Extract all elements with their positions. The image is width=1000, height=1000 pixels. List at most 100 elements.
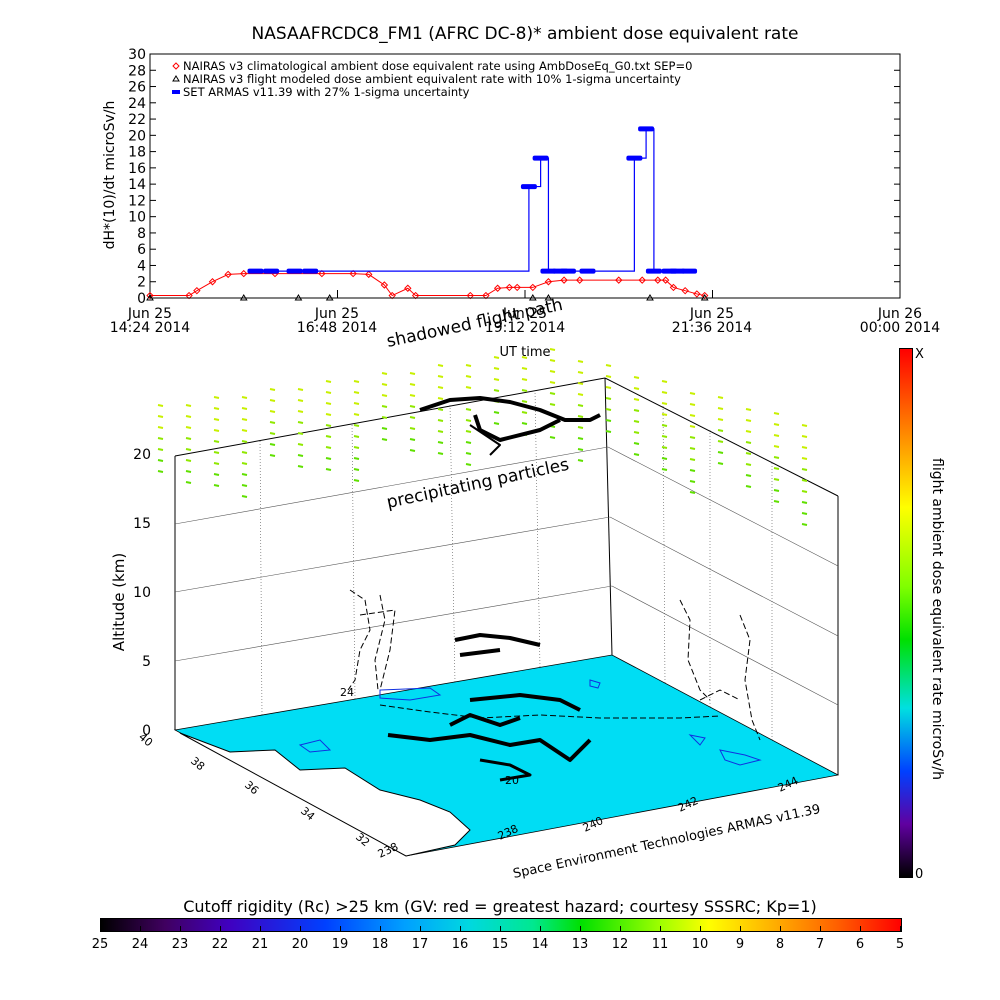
particle-dash — [465, 463, 472, 466]
rigidity-tick-mark — [140, 926, 141, 932]
rigidity-tick-label: 17 — [411, 937, 429, 952]
overlay-number: 24 — [340, 686, 354, 699]
colorbar-axis-label: flight ambient dose equivalent rate micr… — [929, 458, 945, 780]
particle-dash — [409, 383, 416, 386]
data-point — [528, 294, 537, 301]
particle-dash — [661, 424, 668, 427]
rigidity-tick-label: 21 — [251, 937, 269, 952]
ytick-label: 8 — [137, 226, 146, 242]
particle-dash — [157, 448, 164, 451]
particle-dash — [745, 408, 752, 411]
rigidity-tick-mark — [820, 926, 821, 932]
particle-dash — [465, 375, 472, 378]
particle-dash — [493, 356, 500, 359]
particle-dash — [465, 386, 472, 389]
rigidity-tick-label: 10 — [691, 937, 709, 952]
particle-dash — [297, 454, 304, 457]
particle-dash — [437, 386, 444, 389]
data-point — [482, 291, 490, 300]
particle-dash — [465, 441, 472, 444]
data-point — [404, 284, 412, 292]
particle-dash — [241, 429, 248, 432]
particle-dash — [549, 392, 556, 395]
alt-tick: 5 — [142, 654, 151, 670]
particle-dash — [801, 479, 808, 482]
particle-dash — [353, 446, 360, 449]
particle-dash — [381, 405, 388, 408]
ytick-label: 16 — [128, 161, 146, 177]
particle-dash — [717, 429, 724, 432]
rigidity-tick-label: 6 — [855, 937, 865, 952]
particle-dash — [437, 452, 444, 455]
particle-dash — [241, 495, 248, 498]
particle-dash — [633, 453, 640, 456]
particle-dash — [633, 409, 640, 412]
particle-dash — [661, 391, 668, 394]
particle-dash — [661, 413, 668, 416]
particle-dash — [577, 360, 584, 363]
x-axis-label: UT time — [499, 345, 551, 360]
data-point — [638, 276, 646, 284]
rigidity-tick-label: 18 — [371, 937, 389, 952]
particle-dash — [157, 459, 164, 462]
rigidity-tick-mark — [620, 926, 621, 932]
particle-dash — [661, 435, 668, 438]
particle-dash — [185, 470, 192, 473]
particle-dash — [717, 440, 724, 443]
particle-dash — [381, 394, 388, 397]
data-point — [325, 294, 334, 301]
particle-dash — [717, 396, 724, 399]
data-point — [493, 284, 502, 292]
particle-dash — [745, 485, 752, 488]
ytick-label: 10 — [128, 210, 146, 226]
particle-dash — [689, 403, 696, 406]
data-point — [388, 291, 396, 300]
particle-dash — [325, 380, 332, 383]
data-point — [700, 291, 709, 300]
particle-dash — [521, 411, 528, 414]
particle-dash — [605, 419, 612, 422]
alt-tick: 20 — [133, 447, 151, 463]
particle-dash — [521, 378, 528, 381]
data-point — [466, 291, 475, 300]
particle-dash — [633, 387, 640, 390]
particle-dash — [521, 389, 528, 392]
particle-dash — [577, 382, 584, 385]
particle-dash — [409, 405, 416, 408]
data-point — [193, 286, 201, 295]
particle-dash — [717, 418, 724, 421]
particle-dash — [661, 468, 668, 471]
lat-tick: 38 — [188, 754, 207, 773]
particle-dash — [773, 423, 780, 426]
particle-dash — [801, 523, 808, 526]
particle-dash — [353, 402, 360, 405]
particle-dash — [353, 468, 360, 471]
particle-dash — [745, 463, 752, 466]
altitude-axis-label: Altitude (km) — [110, 553, 128, 651]
particle-dash — [773, 500, 780, 503]
overlay-number: 20 — [505, 774, 519, 787]
data-point — [532, 155, 549, 161]
particle-dash — [773, 434, 780, 437]
particle-dash — [185, 448, 192, 451]
rigidity-tick-mark — [180, 926, 181, 932]
ytick-label: 14 — [128, 177, 146, 193]
rigidity-tick-mark — [340, 926, 341, 932]
rigidity-tick-mark — [900, 926, 901, 932]
particle-dash — [409, 372, 416, 375]
particle-dash — [157, 415, 164, 418]
particle-dash — [269, 443, 276, 446]
particle-dash — [801, 446, 808, 449]
ytick-label: 2 — [137, 275, 146, 291]
legend-entry: NAIRAS v3 climatological ambient dose eq… — [183, 59, 692, 73]
ytick-label: 26 — [128, 80, 146, 96]
particle-dash — [353, 391, 360, 394]
ytick-label: 30 — [128, 47, 146, 63]
particle-dash — [801, 501, 808, 504]
particle-dash — [773, 467, 780, 470]
particle-dash — [605, 408, 612, 411]
legend-marker — [172, 75, 180, 82]
lat-tick: 40 — [136, 730, 155, 749]
particle-dash — [773, 412, 780, 415]
particle-dash — [605, 364, 612, 367]
